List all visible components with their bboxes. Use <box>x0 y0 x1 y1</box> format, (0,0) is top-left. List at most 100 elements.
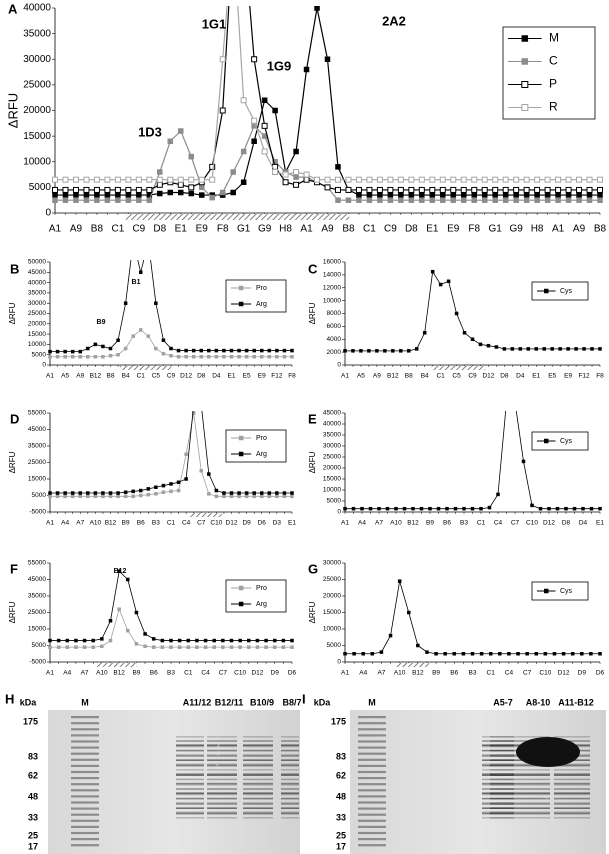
data-point <box>104 176 111 183</box>
data-point <box>251 117 258 124</box>
gel-band <box>358 777 386 780</box>
y-tick-label: 25000 <box>23 80 51 91</box>
gel-band <box>71 740 99 743</box>
series-line <box>345 411 600 510</box>
data-point <box>290 348 294 353</box>
gel-band <box>281 745 299 748</box>
gel-band <box>281 736 299 738</box>
annotation: B12 <box>114 568 127 575</box>
chart: 0 5000 10000 15000 20000 25000 30000 35000 40000… <box>308 410 604 527</box>
x-tick-label: E5 <box>243 373 251 380</box>
lane-label: A5-7 <box>493 697 513 707</box>
data-point <box>264 638 268 643</box>
x-tick-label: D9 <box>242 520 251 527</box>
y-tick-label: 45000 <box>323 410 341 417</box>
data-point <box>56 638 61 643</box>
data-point <box>544 176 551 183</box>
gel-band <box>281 774 299 776</box>
data-point <box>63 355 67 359</box>
data-point <box>555 176 562 183</box>
data-point <box>198 192 205 198</box>
y-axis-label: ΔRFU <box>308 451 317 473</box>
data-point <box>513 192 519 198</box>
data-point <box>345 197 352 203</box>
gel-band <box>490 817 550 819</box>
data-point <box>452 652 457 656</box>
data-point <box>160 645 165 649</box>
y-tick-label: 20000 <box>323 465 341 472</box>
legend-label: Arg <box>256 601 267 608</box>
gel-band <box>490 769 550 771</box>
y-axis-label: ΔRFU <box>5 93 20 128</box>
data-point <box>538 506 543 511</box>
data-point <box>101 344 105 349</box>
data-point <box>55 494 60 499</box>
data-point <box>156 181 163 188</box>
gel-band <box>281 788 299 790</box>
lane-label: M <box>368 697 376 707</box>
gel-band <box>554 774 590 776</box>
data-point <box>63 349 67 354</box>
data-point <box>439 176 446 183</box>
gel-band <box>482 802 514 804</box>
gel-band <box>482 773 514 775</box>
gel-band <box>281 769 299 771</box>
gel-band <box>71 728 99 731</box>
gel-image <box>48 710 300 854</box>
data-point <box>62 197 69 203</box>
x-tick-label: C10 <box>210 520 222 527</box>
panel-letter: B <box>10 261 19 276</box>
data-point <box>70 491 75 495</box>
data-point <box>123 301 128 305</box>
annotation: 1G1 <box>202 16 227 31</box>
data-point <box>478 342 483 347</box>
x-tick-label: C5 <box>152 373 161 380</box>
data-point <box>290 491 294 495</box>
data-point <box>222 355 226 359</box>
data-point <box>176 488 181 493</box>
gel-band <box>176 745 204 748</box>
data-point <box>214 348 219 353</box>
data-point <box>387 192 394 198</box>
data-point <box>203 638 208 643</box>
panel-letter: H <box>5 691 14 706</box>
gel-band <box>176 736 204 738</box>
gel-band <box>243 807 273 809</box>
gel-band <box>71 764 99 767</box>
unit-label: kDa <box>20 697 38 707</box>
data-point <box>261 97 268 103</box>
data-point <box>471 197 477 203</box>
data-point <box>379 650 384 654</box>
data-point <box>366 197 373 203</box>
gel-band <box>207 773 237 775</box>
gel-band <box>358 716 386 719</box>
annotation: B9 <box>97 319 106 326</box>
unit-label: kDa <box>314 697 332 707</box>
gel-band <box>207 736 237 738</box>
data-point <box>487 505 492 510</box>
gel-band <box>482 740 514 742</box>
pooled-fractions <box>190 513 222 517</box>
data-point <box>496 492 500 497</box>
data-point <box>91 645 95 649</box>
data-point <box>407 349 411 353</box>
data-point <box>191 411 196 415</box>
data-point <box>368 506 373 511</box>
data-point <box>229 355 234 359</box>
data-point <box>293 148 299 155</box>
x-tick-label: A10 <box>394 670 406 677</box>
gel-band <box>281 755 299 757</box>
legend <box>531 581 589 601</box>
data-point <box>282 355 287 359</box>
data-point <box>161 490 166 494</box>
x-tick-label: F8 <box>217 224 229 235</box>
data-point <box>91 638 95 643</box>
data-point <box>561 652 566 656</box>
data-point <box>146 492 151 497</box>
x-tick-label: E1 <box>596 520 604 527</box>
y-tick-label: 40000 <box>28 279 46 286</box>
data-point <box>550 347 554 351</box>
gel-band <box>482 784 514 786</box>
